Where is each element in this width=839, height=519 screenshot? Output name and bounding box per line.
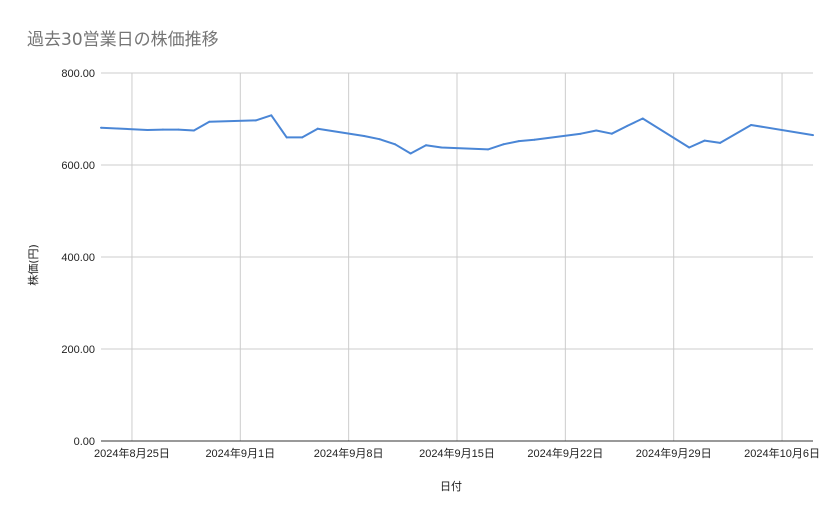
- x-axis-title: 日付: [440, 480, 462, 493]
- x-tick-label: 2024年9月15日: [419, 446, 495, 460]
- y-tick-label: 0.00: [74, 436, 95, 448]
- y-axis-title: 株価(円): [26, 244, 40, 286]
- data-point: [254, 119, 257, 122]
- data-point: [301, 136, 304, 139]
- data-point: [208, 120, 211, 123]
- data-point: [177, 128, 180, 131]
- data-point: [440, 146, 443, 149]
- data-point: [425, 144, 428, 147]
- data-point: [641, 117, 644, 120]
- data-point: [719, 141, 722, 144]
- data-point: [100, 126, 102, 129]
- data-point: [409, 152, 412, 155]
- data-point: [363, 135, 366, 138]
- y-tick-label: 200.00: [61, 344, 95, 356]
- data-point: [610, 132, 613, 135]
- x-tick-label: 2024年9月22日: [527, 446, 603, 460]
- chart-title: 過去30営業日の株価推移: [27, 30, 219, 50]
- data-point: [146, 129, 149, 132]
- x-gridlines: [131, 73, 783, 441]
- data-point: [394, 143, 397, 146]
- data-point: [626, 124, 629, 127]
- x-tick-label: 2024年9月1日: [205, 446, 275, 460]
- x-tick-label: 2024年9月8日: [314, 446, 384, 460]
- data-point: [750, 123, 753, 126]
- data-point: [533, 138, 536, 141]
- data-point: [579, 132, 582, 135]
- data-point: [703, 139, 706, 142]
- x-axis-ticks: 2024年8月25日 2024年9月1日 2024年9月8日 2024年9月15日 20…: [94, 446, 820, 460]
- x-tick-label: 2024年10月6日: [744, 446, 820, 460]
- data-point: [192, 129, 195, 132]
- data-point: [378, 138, 381, 141]
- y-axis-ticks: 800.00 600.00 400.00 200.00 0.00: [61, 68, 95, 448]
- y-tick-label: 600.00: [61, 160, 95, 172]
- data-point: [812, 134, 814, 137]
- data-point: [517, 140, 520, 143]
- series-points: [100, 114, 814, 155]
- data-point: [161, 128, 164, 131]
- data-point: [595, 129, 598, 132]
- x-tick-label: 2024年8月25日: [94, 446, 170, 460]
- y-tick-label: 400.00: [61, 252, 95, 264]
- data-point: [486, 148, 489, 151]
- data-point: [688, 146, 691, 149]
- x-tick-label: 2024年9月29日: [636, 446, 712, 460]
- data-point: [502, 143, 505, 146]
- y-tick-label: 800.00: [61, 68, 95, 80]
- data-point: [285, 136, 288, 139]
- data-point: [316, 127, 319, 130]
- data-point: [270, 114, 273, 117]
